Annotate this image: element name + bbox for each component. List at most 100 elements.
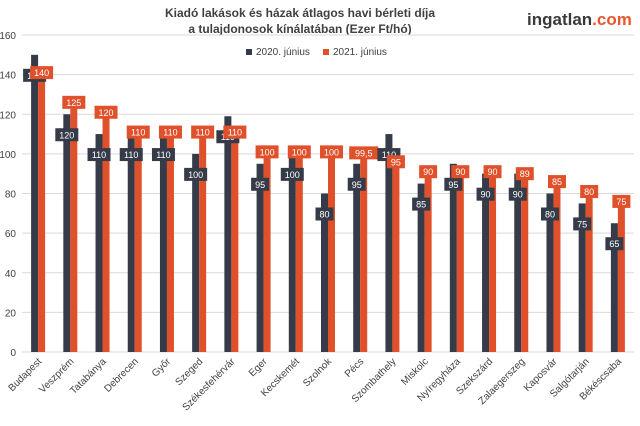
bar-2020 bbox=[256, 163, 264, 352]
y-tick-label: 120 bbox=[0, 110, 16, 121]
data-label-box-2020 bbox=[540, 207, 559, 221]
ingatlan-logo: ingatlan.com bbox=[527, 10, 632, 30]
data-label-2021: 80 bbox=[584, 187, 594, 197]
legend-label-2020: 2020. június bbox=[256, 47, 310, 58]
data-label-2020: 120 bbox=[59, 130, 74, 140]
data-label-box-2020 bbox=[347, 177, 366, 191]
bar-2021 bbox=[231, 134, 239, 352]
data-label-2021: 110 bbox=[163, 128, 177, 138]
x-tick-label: Miskolc bbox=[399, 356, 430, 387]
bar-2021 bbox=[392, 163, 400, 352]
legend-swatch-2021 bbox=[323, 49, 329, 55]
legend-label-2021: 2021. június bbox=[333, 47, 387, 58]
data-label-box-2021 bbox=[483, 165, 502, 179]
bar-2020 bbox=[610, 223, 618, 352]
bar-2020 bbox=[288, 153, 296, 352]
data-label-2020: 95 bbox=[255, 180, 265, 190]
data-label-2020: 75 bbox=[577, 219, 587, 229]
data-label-box-2020 bbox=[573, 217, 592, 231]
bar-2021 bbox=[424, 173, 432, 352]
bar-2021 bbox=[38, 74, 46, 352]
data-label-box-2021 bbox=[612, 194, 631, 208]
bar-2021 bbox=[360, 154, 368, 352]
chart-title-line-2: a tulajdonosok kínálatában (Ezer Ft/hó) bbox=[188, 22, 412, 36]
data-label-2021: 95 bbox=[391, 157, 401, 167]
y-tick-label: 80 bbox=[5, 190, 17, 201]
x-tick-label: Szolnok bbox=[301, 356, 335, 390]
data-label-2021: 125 bbox=[66, 98, 81, 108]
bar-2020 bbox=[353, 163, 361, 352]
logo-main-text: ingatlan bbox=[527, 10, 593, 29]
bar-2020 bbox=[159, 134, 167, 352]
data-label-box-2021 bbox=[515, 167, 534, 181]
bar-2021 bbox=[585, 193, 593, 352]
data-label-box-2020 bbox=[151, 148, 175, 162]
data-label-box-2021 bbox=[126, 125, 150, 139]
data-label-2021: 110 bbox=[131, 128, 145, 138]
data-label-box-2021 bbox=[580, 185, 599, 198]
data-label-box-2021 bbox=[320, 145, 343, 159]
data-label-box-2021 bbox=[94, 105, 118, 119]
bar-2021 bbox=[263, 153, 271, 352]
data-label-box-2021 bbox=[255, 145, 279, 159]
data-label-2020: 95 bbox=[352, 180, 362, 190]
bar-2020 bbox=[514, 173, 522, 352]
data-label-box-2021 bbox=[62, 95, 86, 109]
data-label-2021: 100 bbox=[292, 147, 307, 157]
data-label-2020: 110 bbox=[92, 150, 106, 160]
data-label-2021: 110 bbox=[228, 128, 242, 138]
data-label-2020: 110 bbox=[156, 150, 170, 160]
bar-2021 bbox=[70, 104, 78, 352]
y-tick-label: 40 bbox=[5, 269, 17, 280]
bar-2021 bbox=[521, 175, 529, 352]
bar-2020 bbox=[546, 193, 554, 352]
y-tick-label: 100 bbox=[0, 150, 16, 161]
data-label-2020: 90 bbox=[513, 190, 523, 200]
chart-title-line-1: Kiadó lakások és házak átlagos havi bérl… bbox=[164, 6, 436, 20]
bar-2021 bbox=[134, 134, 142, 352]
x-tick-label: Szeged bbox=[174, 356, 206, 388]
bar-2021 bbox=[617, 203, 625, 352]
x-tick-label: Debrecen bbox=[102, 356, 140, 394]
data-label-box-2021 bbox=[30, 66, 54, 80]
data-label-box-2020 bbox=[251, 177, 270, 191]
data-label-2021: 89 bbox=[520, 169, 530, 179]
bar-2020 bbox=[578, 203, 586, 352]
data-label-2020: 95 bbox=[448, 180, 458, 190]
data-label-2020: 110 bbox=[124, 150, 138, 160]
bar-2020 bbox=[482, 173, 490, 352]
chart-title: Kiadó lakások és házak átlagos havi bérl… bbox=[120, 5, 480, 37]
data-label-2021: 140 bbox=[34, 68, 49, 78]
data-label-box-2021 bbox=[223, 125, 247, 139]
data-label-box-2020 bbox=[280, 167, 304, 181]
data-label-2020: 80 bbox=[545, 210, 555, 220]
x-tick-label: Eger bbox=[247, 356, 270, 379]
data-label-2021: 100 bbox=[324, 147, 339, 157]
data-label-2020: 90 bbox=[481, 190, 491, 200]
x-tick-label: Győr bbox=[150, 356, 174, 380]
data-label-2020: 80 bbox=[319, 210, 329, 220]
data-label-box-2021 bbox=[419, 165, 438, 179]
x-tick-label: Pécs bbox=[343, 356, 367, 380]
data-label-box-2021 bbox=[287, 145, 311, 159]
data-label-box-2021 bbox=[386, 155, 405, 169]
bar-2020 bbox=[95, 134, 103, 352]
bar-2021 bbox=[102, 114, 110, 352]
data-label-2021: 99,5 bbox=[355, 148, 373, 158]
bar-2020 bbox=[224, 116, 232, 352]
data-label-box-2020 bbox=[412, 197, 431, 211]
data-label-box-2021 bbox=[191, 125, 215, 139]
data-label-box-2020 bbox=[119, 148, 143, 162]
data-label-2021: 90 bbox=[455, 167, 465, 177]
bar-2021 bbox=[166, 134, 174, 352]
bar-2021 bbox=[553, 183, 561, 352]
data-label-2021: 120 bbox=[99, 108, 114, 118]
bar-2021 bbox=[456, 173, 464, 352]
bar-2021 bbox=[328, 153, 335, 352]
y-tick-label: 160 bbox=[0, 31, 16, 42]
bar-2020 bbox=[385, 134, 393, 352]
data-label-2020: 65 bbox=[609, 239, 619, 249]
data-label-2021: 85 bbox=[552, 177, 562, 187]
data-label-2021: 90 bbox=[423, 167, 433, 177]
data-label-box-2020 bbox=[508, 187, 527, 201]
